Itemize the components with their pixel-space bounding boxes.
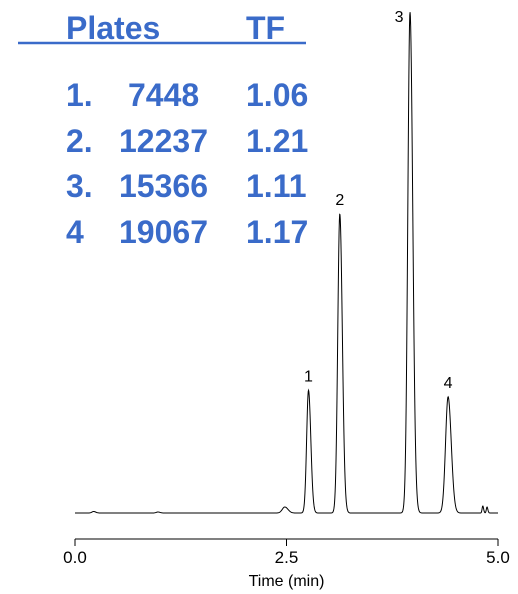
table-cell-plates: 7448 [128,77,199,113]
table-row: 4 19067 1.17 [66,214,308,250]
table-cell-peak: 1. [66,77,93,113]
table-cell-plates: 12237 [119,123,208,159]
table-cell-tf: 1.21 [246,123,308,159]
table-cell-plates: 15366 [119,168,208,204]
table-cell-peak: 4 [66,214,84,250]
x-ticks: 0.0 2.5 5.0 [63,539,510,567]
peak-label: 3 [395,9,404,26]
peak-label: 1 [304,368,313,385]
table-cell-peak: 3. [66,168,93,204]
table-row: 3. 15366 1.11 [66,168,307,204]
table-row: 2. 12237 1.21 [66,123,308,159]
table-header-plates: Plates [66,10,160,46]
data-table: Plates TF 1. 7448 1.06 2. 12237 1.21 3. … [18,10,308,250]
table-cell-tf: 1.06 [246,77,308,113]
table-cell-tf: 1.11 [246,168,307,204]
table-row: 1. 7448 1.06 [66,77,308,113]
peak-label: 4 [444,375,453,392]
chromatogram-trace [75,12,498,514]
table-cell-plates: 19067 [119,214,208,250]
table-cell-tf: 1.17 [246,214,308,250]
table-cell-peak: 2. [66,123,93,159]
x-tick-label: 2.5 [275,548,299,567]
x-axis-label: Time (min) [249,573,325,590]
peak-label: 2 [335,192,344,209]
table-header-tf: TF [246,10,285,46]
x-tick-label: 0.0 [63,548,87,567]
peak-labels: 1 2 3 4 [304,9,453,392]
plot-area: 0.0 2.5 5.0 1 2 3 4 Time (min) [63,9,510,590]
x-tick-label: 5.0 [486,548,510,567]
